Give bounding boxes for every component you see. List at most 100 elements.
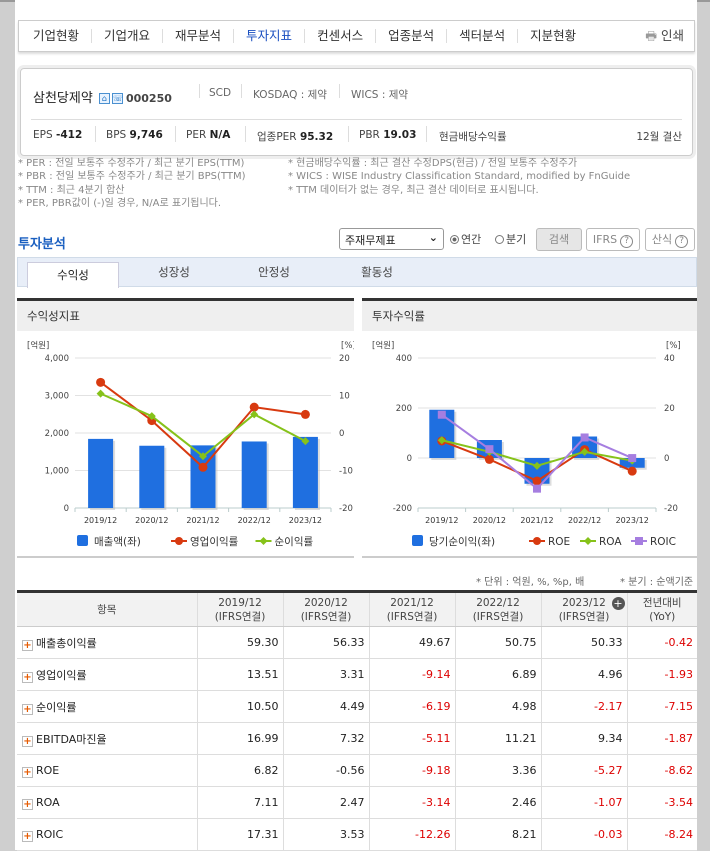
section-title: 투자분석 bbox=[18, 237, 66, 252]
bps-value: 9,746 bbox=[129, 129, 163, 141]
data-point bbox=[147, 412, 156, 421]
tab-activity[interactable]: 활동성 bbox=[361, 265, 393, 279]
home-icon[interactable]: ⌂ bbox=[98, 93, 110, 104]
table-row: + ROA 7.11 2.47 -3.14 2.46 -1.07 -3.54 bbox=[17, 786, 697, 819]
header-sublabel: (IFRS연결) bbox=[386, 610, 438, 623]
column-header: 2019/12 (IFRS연결) bbox=[196, 591, 283, 627]
cell-value: 4.96 bbox=[540, 658, 627, 691]
header-label: 2023/12 bbox=[562, 596, 606, 609]
print-label: 인쇄 bbox=[660, 27, 684, 43]
table-row: + 매출총이익률 59.30 56.33 49.67 50.75 50.33 -0.42 bbox=[17, 626, 697, 659]
tab-stability[interactable]: 안정성 bbox=[258, 265, 290, 279]
dividend-label: 현금배당수익률 bbox=[439, 131, 507, 143]
notes-right: * 현금배당수익률 : 최근 결산 수정DPS(현금) / 전일 보통주 수정주… bbox=[288, 157, 630, 197]
note: * PBR : 전일 보통주 수정주가 / 최근 분기 BPS(TTM) bbox=[18, 171, 246, 183]
expand-icon[interactable]: + bbox=[22, 766, 33, 778]
y-tick-left: 0 bbox=[407, 454, 412, 464]
x-tick-label: 2019/12 bbox=[425, 516, 458, 525]
x-tick-label: 2019/12 bbox=[84, 516, 117, 525]
company-name: 삼천당제약 bbox=[33, 91, 93, 106]
select-value: 주재무제표 bbox=[345, 234, 396, 247]
legend-marker bbox=[584, 537, 592, 545]
data-point bbox=[199, 452, 207, 461]
legend-marker bbox=[635, 537, 643, 545]
formula-help-button[interactable]: 산식? bbox=[645, 228, 695, 251]
statement-select[interactable]: 주재무제표 ⌄ bbox=[339, 228, 444, 250]
expand-icon[interactable]: + bbox=[22, 735, 33, 747]
cell-value: -2.17 bbox=[540, 690, 627, 723]
row-label: + EBITDA마진율 bbox=[17, 722, 197, 755]
cell-value: 59.30 bbox=[196, 626, 283, 659]
expand-icon[interactable]: + bbox=[22, 830, 33, 842]
cell-value: 50.33 bbox=[540, 626, 627, 659]
y-tick-left: 2,000 bbox=[45, 429, 69, 439]
cell-value: -0.42 bbox=[626, 626, 697, 659]
nav-item[interactable]: 기업현황 bbox=[21, 29, 93, 43]
row-label-text: ROIC bbox=[36, 827, 64, 841]
note: * TTM 데이터가 없는 경우, 최근 결산 데이터로 표시됩니다. bbox=[288, 184, 539, 196]
x-tick-label: 2022/12 bbox=[238, 516, 271, 525]
data-point bbox=[301, 437, 310, 446]
nav-item[interactable]: 지분현황 bbox=[530, 28, 577, 43]
ifrs-help-button[interactable]: IFRS? bbox=[586, 228, 640, 251]
bar bbox=[241, 441, 267, 508]
expand-icon[interactable]: + bbox=[22, 798, 33, 810]
radio-quarter[interactable]: 분기 bbox=[495, 231, 526, 247]
note: * PER : 전일 보통주 수정주가 / 최근 분기 EPS(TTM) bbox=[18, 158, 245, 169]
data-point bbox=[249, 402, 259, 412]
cell-value: 50.75 bbox=[454, 626, 541, 659]
x-tick-label: 2023/12 bbox=[289, 516, 322, 525]
tab-growth[interactable]: 성장성 bbox=[158, 265, 190, 279]
y-tick-left: 3,000 bbox=[45, 392, 69, 402]
y-tick-right: -10 bbox=[339, 467, 353, 477]
row-label-text: 매출총이익률 bbox=[36, 636, 97, 650]
tab-profitability[interactable]: 수익성 bbox=[27, 262, 119, 288]
help-icon: ? bbox=[675, 235, 689, 248]
legend-swatch bbox=[77, 535, 88, 546]
row-label: + 매출총이익률 bbox=[17, 626, 197, 659]
y-tick-right: 0 bbox=[339, 429, 344, 439]
bps-label: BPS bbox=[106, 129, 127, 141]
wics: WICS : 제약 bbox=[351, 89, 409, 101]
column-header: 전년대비 (YoY) bbox=[626, 591, 697, 627]
expand-icon[interactable]: + bbox=[22, 639, 33, 651]
nav-item[interactable]: 컨센서스 bbox=[305, 29, 377, 43]
row-label: + 영업이익률 bbox=[17, 658, 197, 691]
expand-icon[interactable]: + bbox=[22, 671, 33, 683]
printer-icon: 🖶 bbox=[645, 27, 657, 43]
header-sublabel: (IFRS연결) bbox=[558, 610, 610, 623]
data-point bbox=[580, 433, 589, 442]
row-label: + ROIC bbox=[17, 818, 197, 851]
data-point bbox=[484, 454, 494, 464]
cell-value: 9.34 bbox=[540, 722, 627, 755]
print-button[interactable]: 🖶 인쇄 bbox=[645, 25, 684, 48]
cell-value: 10.50 bbox=[196, 690, 283, 723]
panel-title: 투자수익률 bbox=[362, 301, 697, 331]
nav-item-active[interactable]: 투자지표 bbox=[234, 29, 306, 43]
nav-item[interactable]: 기업개요 bbox=[92, 29, 164, 43]
y-tick-right: 20 bbox=[664, 404, 675, 414]
data-point bbox=[250, 410, 259, 419]
row-label-text: 영업이익률 bbox=[36, 668, 87, 682]
nav-item[interactable]: 재무분석 bbox=[163, 29, 235, 43]
add-column-icon[interactable]: + bbox=[611, 597, 625, 610]
nav-item[interactable]: 업종분석 bbox=[376, 29, 448, 43]
cell-value: -0.03 bbox=[540, 818, 627, 851]
nav-item[interactable]: 섹터분석 bbox=[447, 29, 519, 43]
radio-label: 연간 bbox=[461, 233, 482, 246]
search-button[interactable]: 검색 bbox=[536, 228, 582, 251]
expand-icon[interactable]: + bbox=[22, 703, 33, 715]
note: * TTM : 최근 4분기 합산 bbox=[18, 184, 125, 196]
cell-value: -9.18 bbox=[368, 754, 455, 787]
bar bbox=[292, 436, 318, 508]
data-point bbox=[580, 447, 589, 456]
phone-icon[interactable]: ☏ bbox=[111, 93, 123, 104]
cell-value: -3.54 bbox=[626, 786, 697, 819]
radio-annual[interactable]: 연간 bbox=[450, 231, 481, 247]
table-row: + 영업이익률 13.51 3.31 -9.14 6.89 4.96 -1.93 bbox=[17, 658, 697, 691]
legend-swatch bbox=[412, 535, 423, 546]
eps-label: EPS bbox=[33, 129, 53, 141]
row-label-text: ROA bbox=[36, 795, 60, 809]
cell-value: 7.11 bbox=[196, 786, 283, 819]
y-tick-right: -20 bbox=[339, 504, 353, 514]
